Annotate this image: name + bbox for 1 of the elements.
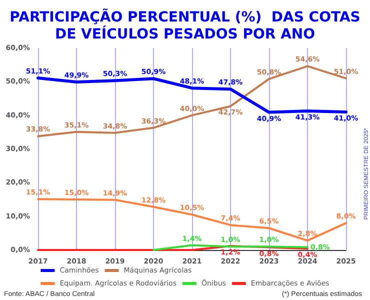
chart-title: PARTICIPAÇÃO PERCENTUAL (%) DAS COTAS DE VEÍCULOS PESADOS POR ANO (10, 8, 360, 42)
